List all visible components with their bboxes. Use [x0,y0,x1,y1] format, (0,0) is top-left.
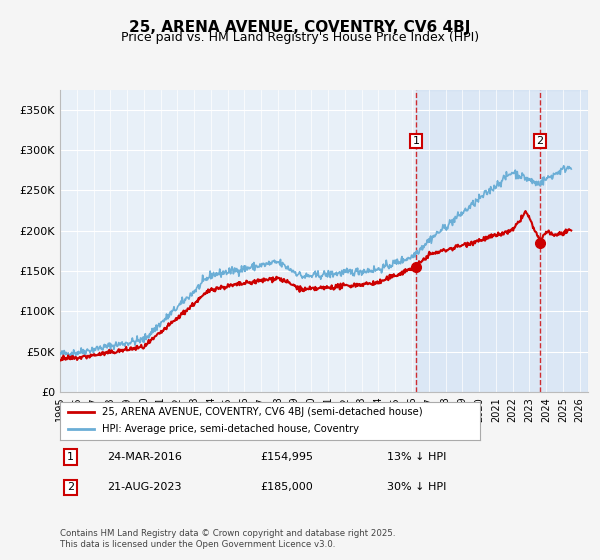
Text: 30% ↓ HPI: 30% ↓ HPI [388,482,447,492]
Text: £154,995: £154,995 [260,452,314,462]
Text: 2: 2 [536,136,544,146]
Text: 21-AUG-2023: 21-AUG-2023 [107,482,182,492]
Text: 25, ARENA AVENUE, COVENTRY, CV6 4BJ (semi-detached house): 25, ARENA AVENUE, COVENTRY, CV6 4BJ (sem… [102,407,422,417]
Text: HPI: Average price, semi-detached house, Coventry: HPI: Average price, semi-detached house,… [102,424,359,434]
Text: £185,000: £185,000 [260,482,313,492]
Text: 24-MAR-2016: 24-MAR-2016 [107,452,182,462]
Text: 2: 2 [67,482,74,492]
Text: 25, ARENA AVENUE, COVENTRY, CV6 4BJ: 25, ARENA AVENUE, COVENTRY, CV6 4BJ [130,20,470,35]
Text: Price paid vs. HM Land Registry's House Price Index (HPI): Price paid vs. HM Land Registry's House … [121,31,479,44]
Text: Contains HM Land Registry data © Crown copyright and database right 2025.
This d: Contains HM Land Registry data © Crown c… [60,529,395,549]
Text: 1: 1 [412,136,419,146]
Text: 13% ↓ HPI: 13% ↓ HPI [388,452,447,462]
Text: 1: 1 [67,452,74,462]
Bar [416,90,588,392]
